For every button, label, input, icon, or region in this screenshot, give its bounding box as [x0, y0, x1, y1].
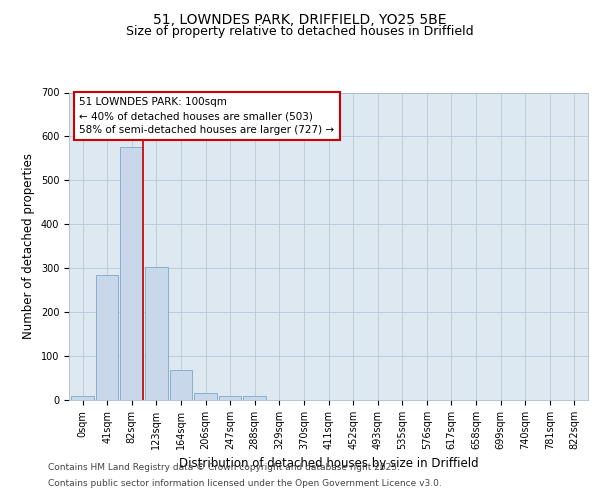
Text: Contains public sector information licensed under the Open Government Licence v3: Contains public sector information licen…: [48, 478, 442, 488]
Text: 51, LOWNDES PARK, DRIFFIELD, YO25 5BE: 51, LOWNDES PARK, DRIFFIELD, YO25 5BE: [153, 12, 447, 26]
Bar: [219, 396, 241, 400]
Bar: [244, 396, 266, 400]
X-axis label: Distribution of detached houses by size in Driffield: Distribution of detached houses by size …: [179, 458, 478, 470]
Bar: [194, 394, 217, 400]
Text: Size of property relative to detached houses in Driffield: Size of property relative to detached ho…: [126, 25, 474, 38]
Bar: [170, 370, 192, 400]
Bar: [145, 268, 167, 400]
Y-axis label: Number of detached properties: Number of detached properties: [22, 153, 35, 339]
Text: 51 LOWNDES PARK: 100sqm
← 40% of detached houses are smaller (503)
58% of semi-d: 51 LOWNDES PARK: 100sqm ← 40% of detache…: [79, 97, 335, 135]
Bar: [121, 148, 143, 400]
Bar: [71, 396, 94, 400]
Bar: [96, 275, 118, 400]
Text: Contains HM Land Registry data © Crown copyright and database right 2025.: Contains HM Land Registry data © Crown c…: [48, 464, 400, 472]
